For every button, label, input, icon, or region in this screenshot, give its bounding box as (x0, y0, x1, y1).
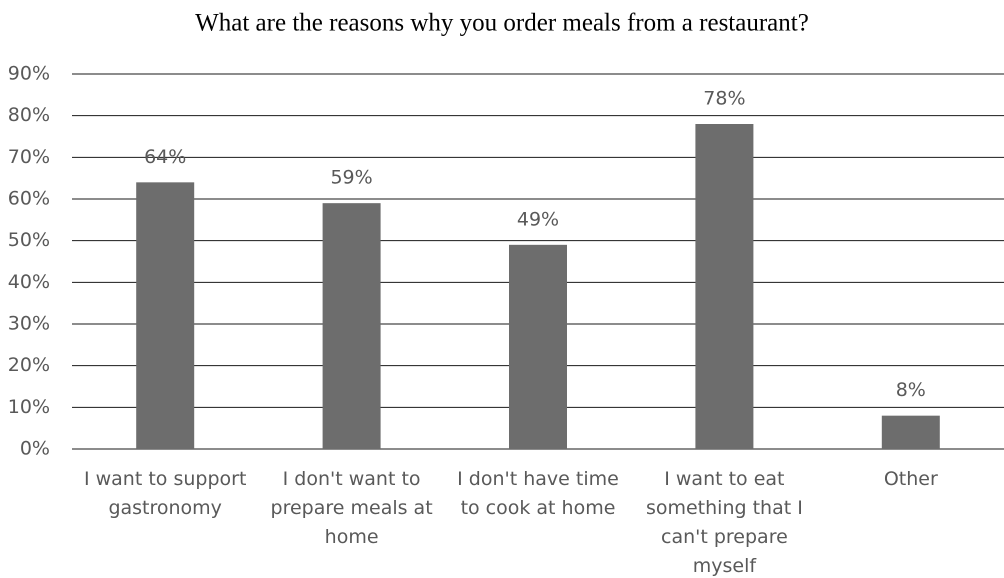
value-label: 64% (144, 146, 186, 168)
bar (695, 124, 754, 449)
y-tick-label: 50% (8, 229, 50, 251)
bar (322, 203, 381, 449)
y-tick-label: 80% (8, 104, 50, 126)
x-tick-label: I don't want to prepare meals at home (270, 468, 433, 548)
value-label: 8% (896, 379, 926, 401)
bar (509, 244, 567, 449)
y-tick-label: 90% (8, 63, 50, 85)
y-tick-label: 40% (8, 271, 50, 293)
x-tick-label: I don't have time to cook at home (457, 468, 619, 519)
x-tick-label: Other (883, 468, 938, 490)
value-label: 49% (517, 208, 559, 230)
value-label: 78% (703, 88, 745, 110)
value-label: 59% (330, 167, 372, 189)
y-tick-label: 0% (20, 438, 50, 460)
y-tick-label: 10% (8, 396, 50, 418)
bar (881, 415, 940, 449)
x-tick-label: I want to support gastronomy (83, 468, 247, 519)
bar (136, 182, 195, 450)
x-tick-label: I want to eat something that I can't pre… (645, 468, 803, 577)
y-tick-label: 20% (8, 354, 50, 376)
y-tick-label: 30% (8, 313, 50, 335)
y-tick-label: 70% (8, 146, 50, 168)
chart-title: What are the reasons why you order meals… (195, 10, 809, 37)
y-tick-label: 60% (8, 188, 50, 210)
